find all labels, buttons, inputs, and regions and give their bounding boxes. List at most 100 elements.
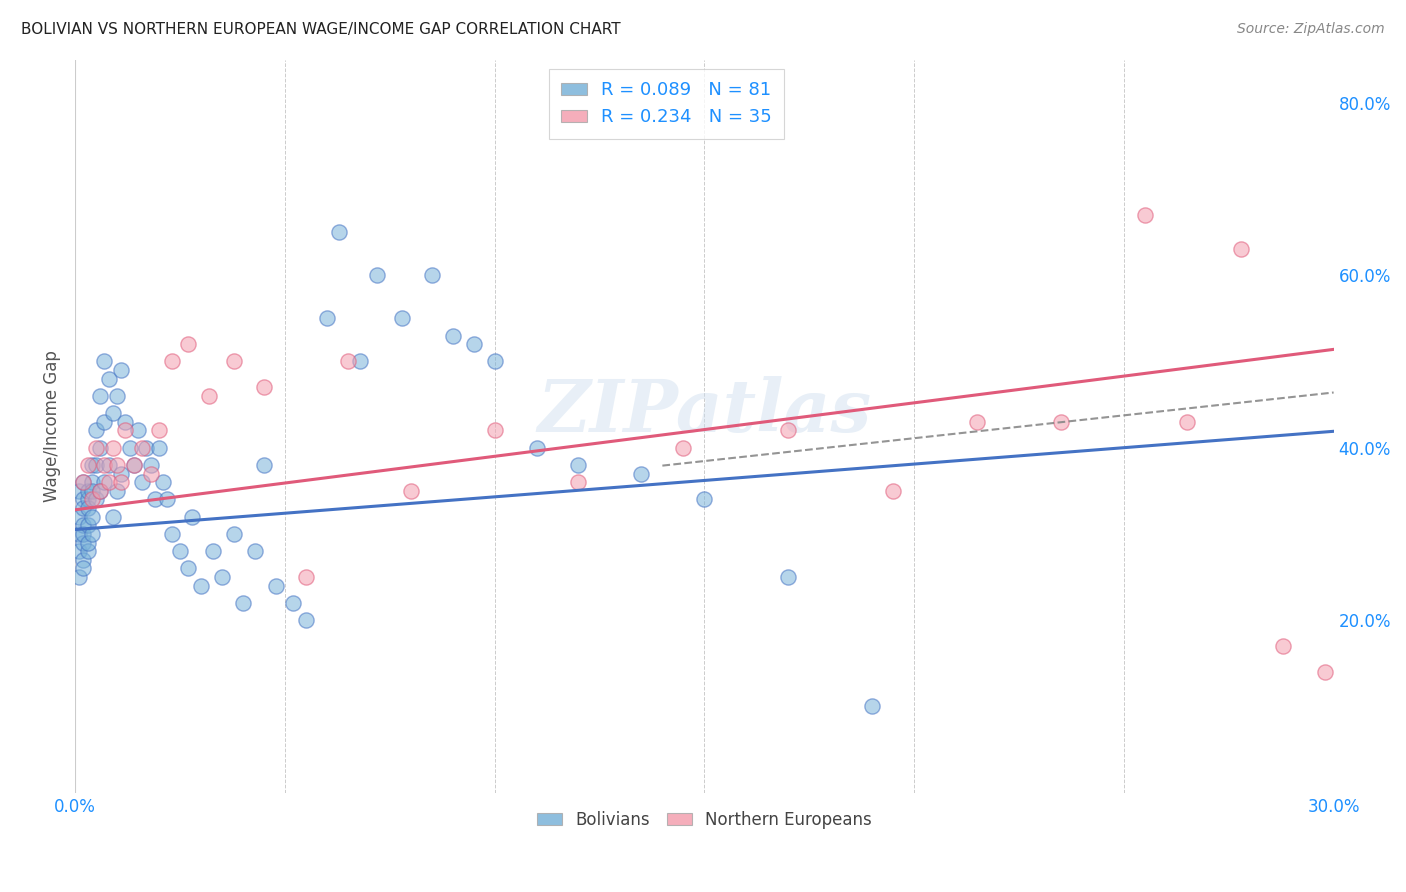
Point bbox=[135, 441, 157, 455]
Point bbox=[349, 354, 371, 368]
Point bbox=[67, 570, 90, 584]
Point bbox=[139, 467, 162, 481]
Point bbox=[93, 415, 115, 429]
Point bbox=[101, 441, 124, 455]
Point bbox=[122, 458, 145, 472]
Point bbox=[160, 354, 183, 368]
Point bbox=[97, 372, 120, 386]
Point bbox=[169, 544, 191, 558]
Point bbox=[118, 441, 141, 455]
Point bbox=[89, 389, 111, 403]
Point bbox=[80, 475, 103, 490]
Point bbox=[110, 363, 132, 377]
Point bbox=[198, 389, 221, 403]
Point bbox=[84, 424, 107, 438]
Y-axis label: Wage/Income Gap: Wage/Income Gap bbox=[44, 351, 60, 502]
Point bbox=[139, 458, 162, 472]
Point bbox=[181, 509, 204, 524]
Point bbox=[253, 380, 276, 394]
Point bbox=[1230, 243, 1253, 257]
Point bbox=[72, 475, 94, 490]
Point bbox=[484, 424, 506, 438]
Point bbox=[89, 483, 111, 498]
Point bbox=[1133, 208, 1156, 222]
Point bbox=[266, 579, 288, 593]
Point bbox=[97, 475, 120, 490]
Point bbox=[778, 570, 800, 584]
Point bbox=[224, 527, 246, 541]
Point bbox=[283, 596, 305, 610]
Point bbox=[80, 483, 103, 498]
Point bbox=[399, 483, 422, 498]
Point bbox=[177, 337, 200, 351]
Point bbox=[67, 509, 90, 524]
Point bbox=[143, 492, 166, 507]
Point bbox=[72, 501, 94, 516]
Point bbox=[463, 337, 485, 351]
Point bbox=[420, 268, 443, 283]
Text: BOLIVIAN VS NORTHERN EUROPEAN WAGE/INCOME GAP CORRELATION CHART: BOLIVIAN VS NORTHERN EUROPEAN WAGE/INCOM… bbox=[21, 22, 620, 37]
Point bbox=[80, 509, 103, 524]
Point bbox=[114, 424, 136, 438]
Point bbox=[72, 475, 94, 490]
Point bbox=[224, 354, 246, 368]
Point bbox=[366, 268, 388, 283]
Point bbox=[160, 527, 183, 541]
Point bbox=[328, 225, 350, 239]
Point bbox=[131, 475, 153, 490]
Point bbox=[84, 458, 107, 472]
Point bbox=[232, 596, 254, 610]
Point bbox=[72, 535, 94, 549]
Point bbox=[693, 492, 716, 507]
Point bbox=[105, 389, 128, 403]
Point bbox=[93, 458, 115, 472]
Point bbox=[672, 441, 695, 455]
Point bbox=[76, 492, 98, 507]
Point bbox=[67, 483, 90, 498]
Point bbox=[391, 311, 413, 326]
Point bbox=[122, 458, 145, 472]
Point bbox=[484, 354, 506, 368]
Point bbox=[110, 475, 132, 490]
Point bbox=[1272, 639, 1295, 653]
Point bbox=[148, 424, 170, 438]
Point bbox=[101, 406, 124, 420]
Point bbox=[80, 527, 103, 541]
Point bbox=[76, 535, 98, 549]
Point bbox=[1315, 665, 1337, 679]
Point bbox=[567, 458, 589, 472]
Point bbox=[89, 483, 111, 498]
Point bbox=[131, 441, 153, 455]
Point bbox=[80, 458, 103, 472]
Point bbox=[84, 441, 107, 455]
Point bbox=[336, 354, 359, 368]
Point bbox=[190, 579, 212, 593]
Point bbox=[114, 415, 136, 429]
Point bbox=[76, 518, 98, 533]
Point bbox=[127, 424, 149, 438]
Point bbox=[148, 441, 170, 455]
Point bbox=[1175, 415, 1198, 429]
Point bbox=[966, 415, 988, 429]
Point bbox=[526, 441, 548, 455]
Point bbox=[156, 492, 179, 507]
Point bbox=[89, 441, 111, 455]
Point bbox=[110, 467, 132, 481]
Point bbox=[441, 328, 464, 343]
Point bbox=[315, 311, 337, 326]
Point bbox=[294, 570, 316, 584]
Point bbox=[152, 475, 174, 490]
Point bbox=[80, 492, 103, 507]
Point bbox=[72, 527, 94, 541]
Point bbox=[76, 483, 98, 498]
Point bbox=[1050, 415, 1073, 429]
Point bbox=[177, 561, 200, 575]
Point bbox=[202, 544, 225, 558]
Point bbox=[294, 613, 316, 627]
Point bbox=[253, 458, 276, 472]
Point bbox=[860, 699, 883, 714]
Point bbox=[67, 544, 90, 558]
Point bbox=[211, 570, 233, 584]
Point bbox=[882, 483, 904, 498]
Point bbox=[245, 544, 267, 558]
